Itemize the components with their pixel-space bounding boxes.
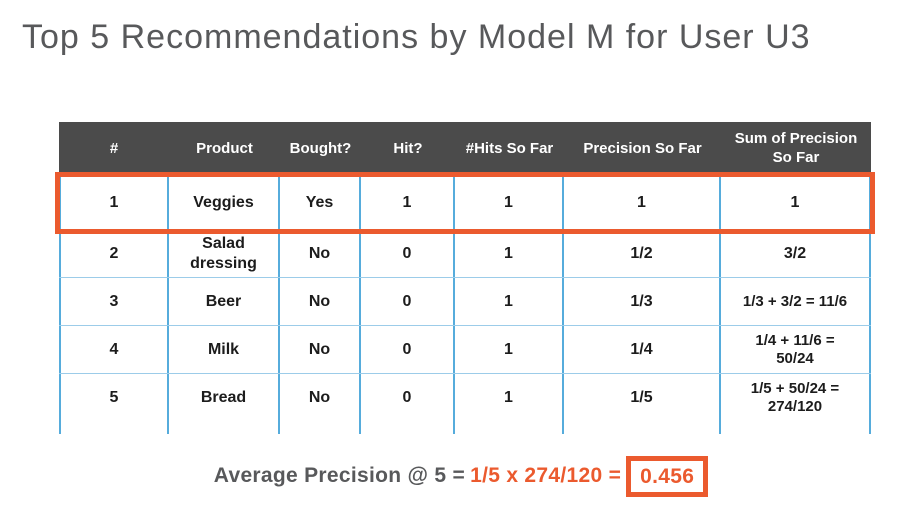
cell-sum-precision: 1/5 + 50/24 = 274/120 — [721, 374, 871, 422]
table-header-row: # Product Bought? Hit? #Hits So Far Prec… — [59, 122, 871, 176]
table-row-1-highlighted: 1 Veggies Yes 1 1 1 1 — [59, 176, 871, 230]
cell-hit: 0 — [361, 278, 455, 325]
header-sum-of-precision: Sum of Precision So Far — [721, 122, 871, 176]
cell-hits-so-far: 1 — [455, 278, 564, 325]
cell-bought: No — [280, 278, 361, 325]
cell-hits-so-far: 1 — [455, 230, 564, 277]
cell-rank: 2 — [59, 230, 169, 277]
cell-bought: Yes — [280, 176, 361, 230]
header-hits-so-far: #Hits So Far — [455, 122, 564, 176]
cell-hits-so-far: 1 — [455, 374, 564, 422]
caption-formula: 1/5 x 274/120 = — [470, 464, 622, 487]
cell-bought: No — [280, 374, 361, 422]
header-precision-so-far: Precision So Far — [564, 122, 721, 176]
cell-sum-precision: 3/2 — [721, 230, 871, 277]
cell-precision: 1/5 — [564, 374, 721, 422]
table-row-3: 3 Beer No 0 1 1/3 1/3 + 3/2 = 11/6 — [59, 278, 871, 326]
caption-label: Average Precision @ 5 = — [213, 464, 466, 487]
header-hit: Hit? — [361, 122, 455, 176]
cell-rank: 1 — [59, 176, 169, 230]
cell-product: Bread — [169, 374, 280, 422]
cell-hit: 1 — [361, 176, 455, 230]
cell-rank: 3 — [59, 278, 169, 325]
cell-precision: 1 — [564, 176, 721, 230]
cell-bought: No — [280, 326, 361, 373]
cell-hits-so-far: 1 — [455, 176, 564, 230]
cell-rank: 5 — [59, 374, 169, 422]
cell-product: Salad dressing — [169, 230, 280, 277]
table-row-4: 4 Milk No 0 1 1/4 1/4 + 11/6 = 50/24 — [59, 326, 871, 374]
page-title: Top 5 Recommendations by Model M for Use… — [22, 18, 811, 56]
cell-precision: 1/3 — [564, 278, 721, 325]
cell-hits-so-far: 1 — [455, 326, 564, 373]
table-bottom-tick-row — [59, 422, 871, 434]
cell-bought: No — [280, 230, 361, 277]
table-row-5: 5 Bread No 0 1 1/5 1/5 + 50/24 = 274/120 — [59, 374, 871, 422]
average-precision-caption: Average Precision @ 5 = 1/5 x 274/120 = … — [0, 448, 922, 504]
cell-precision: 1/4 — [564, 326, 721, 373]
cell-hit: 0 — [361, 230, 455, 277]
header-product: Product — [169, 122, 280, 176]
cell-product: Veggies — [169, 176, 280, 230]
cell-hit: 0 — [361, 326, 455, 373]
caption-result-highlight: 0.456 — [626, 455, 709, 497]
recommendations-table: # Product Bought? Hit? #Hits So Far Prec… — [55, 122, 875, 434]
cell-product: Milk — [169, 326, 280, 373]
cell-hit: 0 — [361, 374, 455, 422]
cell-sum-precision: 1 — [721, 176, 871, 230]
cell-sum-precision: 1/4 + 11/6 = 50/24 — [721, 326, 871, 373]
header-bought: Bought? — [280, 122, 361, 176]
header-rank: # — [59, 122, 169, 176]
cell-sum-precision: 1/3 + 3/2 = 11/6 — [721, 278, 871, 325]
cell-precision: 1/2 — [564, 230, 721, 277]
cell-rank: 4 — [59, 326, 169, 373]
table-row-2: 2 Salad dressing No 0 1 1/2 3/2 — [59, 230, 871, 278]
cell-product: Beer — [169, 278, 280, 325]
